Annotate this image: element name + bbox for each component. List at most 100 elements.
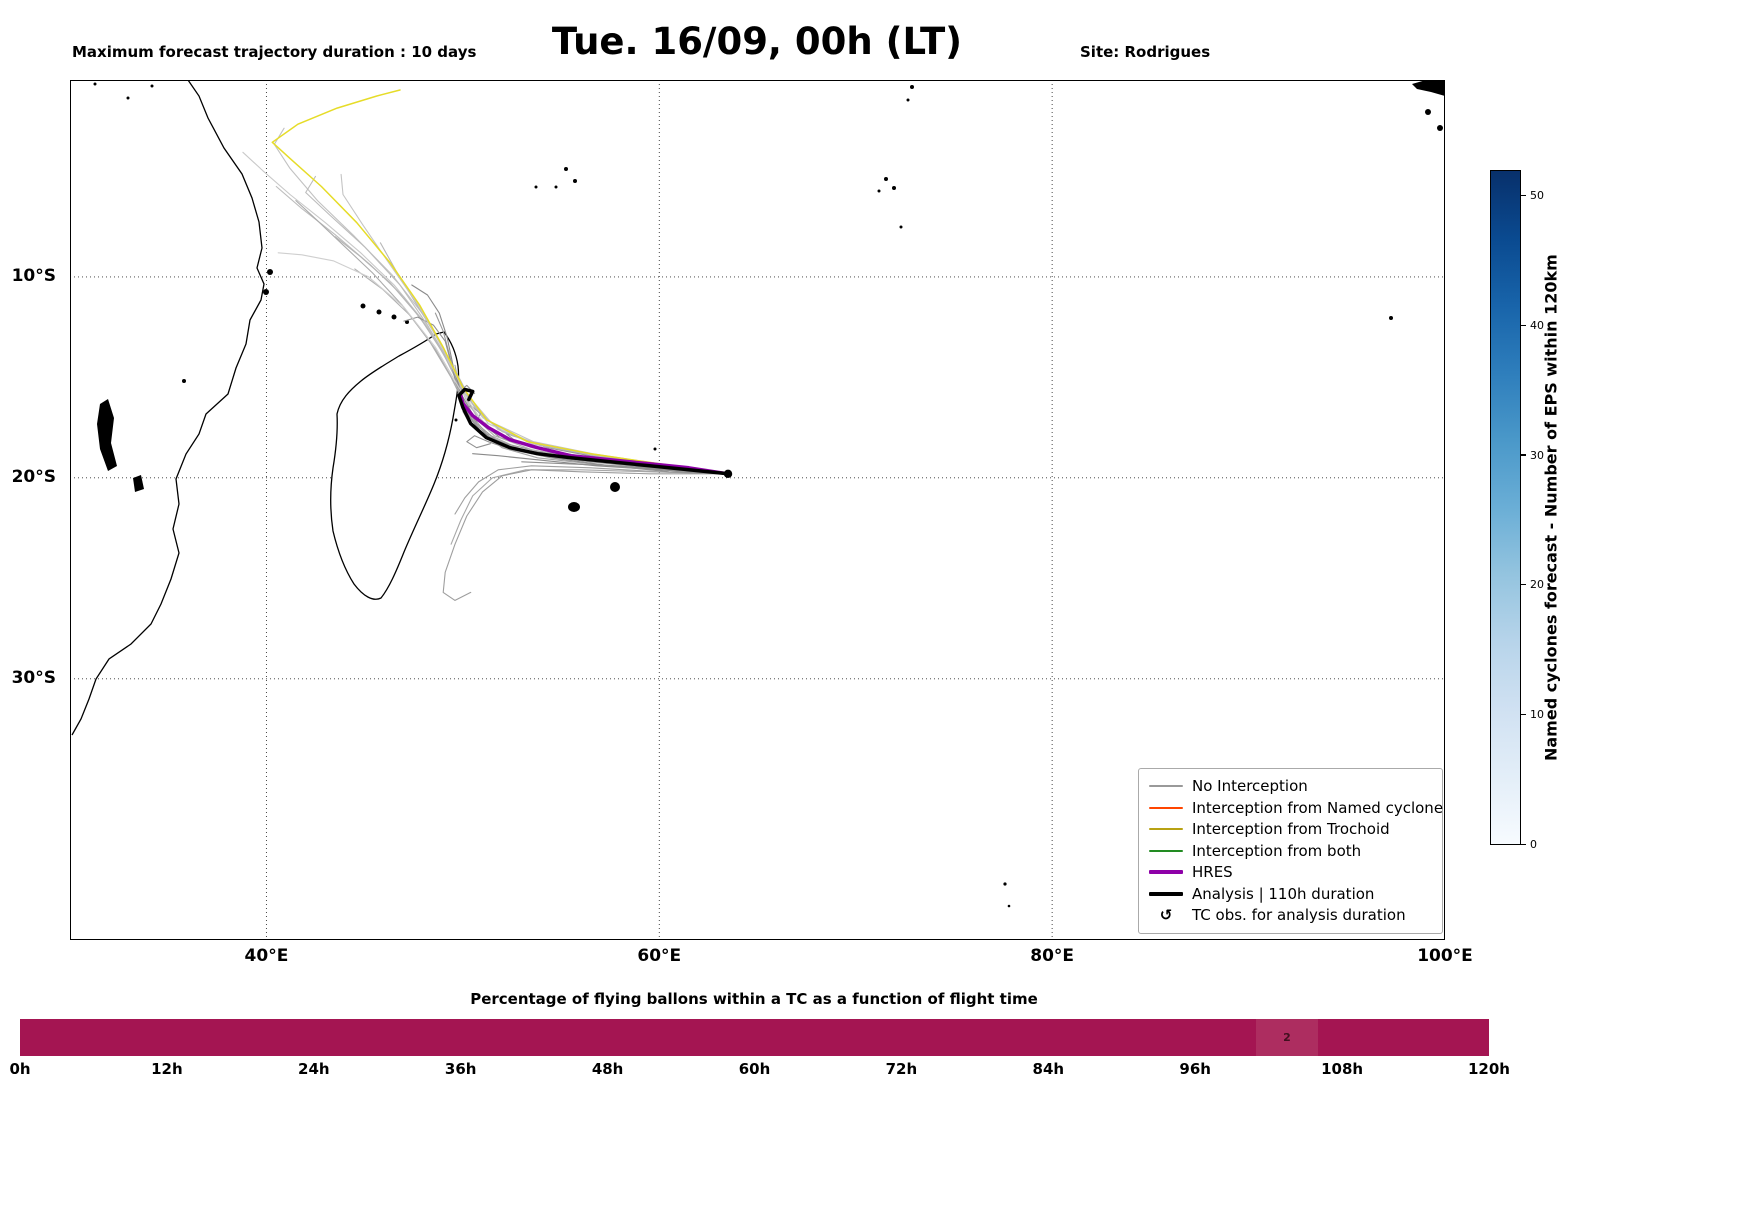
flight-tick-label: 36h [444,1060,477,1078]
coast-islet [93,82,97,86]
x-tick-label: 60°E [637,946,682,966]
legend-items: No Interception Interception from Named c… [1147,776,1443,927]
flight-tick-label: 84h [1032,1060,1065,1078]
y-tick-label: 10°S [11,265,56,286]
legend-item: Interception from both [1147,840,1434,862]
legend-label: TC obs. for analysis duration [1192,906,1406,925]
flight-time-axis: 0h 12h 24h 36h 48h 60h 72h 84h 96h 108h 120h [9,1060,1510,1082]
legend-line [1149,806,1183,809]
grid-layer [70,80,1445,940]
trajectory-no-interception [434,312,729,475]
lake-malawi [97,399,117,471]
maldives-islet [910,85,914,89]
info-line: Maximum forecast trajectory duration : 1… [72,43,477,61]
tc-start-marker [723,469,733,479]
sainte-marie-islet [454,418,458,422]
flight-tick-label: 120h [1468,1060,1510,1078]
coast-islet [150,84,154,88]
seychelles-islet [554,185,558,189]
legend-item: No Interception [1147,776,1434,798]
legend-line-sample [1147,870,1185,875]
figure-title: Tue. 16/09, 00h (LT) [551,20,963,63]
chagos-islet [892,186,896,190]
chagos-islet [899,225,903,229]
comoros-island [376,309,382,315]
colorbar-tick-label: 0 [1530,838,1537,851]
sumatra-islet [1437,125,1443,131]
amsterdam-islet [1003,882,1007,886]
flight-tick-label: 12h [151,1060,183,1078]
colorbar-tick [1521,714,1526,716]
colorbar-label: Named cyclones forecast - Number of EPS … [1541,254,1561,761]
legend-line-sample [1147,828,1185,831]
y-tick-label: 20°S [11,466,56,487]
chagos-islet [884,177,888,181]
colorbar-tick [1521,584,1526,586]
trajectory-no-interception [442,469,729,601]
info-line: Site: Rodrigues [1080,43,1211,61]
legend-label: Analysis | 110h duration [1192,884,1375,903]
trajectory-hres [459,393,730,476]
flight-tick-label: 0h [9,1060,31,1078]
chagos-islet [877,189,881,193]
mauritius-island [610,482,620,492]
colorbar-tick-label: 20 [1530,578,1544,592]
seychelles-islet [564,167,568,171]
flight-bar-value: 2 [1283,1031,1291,1044]
maldives-islet [906,98,910,102]
colorbar-tick-label: 40 [1530,318,1544,332]
legend-item: ↺ TC obs. for analysis duration [1147,905,1434,927]
legend-line [1149,891,1183,896]
st-paul-islet [1007,904,1011,908]
legend-line [1149,870,1183,875]
legend-line-sample [1147,849,1185,852]
sumatra-islet [1425,109,1431,115]
longitude-axis: 40°E 60°E 80°E 100°E [70,946,1473,972]
lake [133,475,144,492]
x-tick-label: 80°E [1030,946,1075,966]
sumatra-islands [1412,80,1445,96]
comoros-island [391,314,397,320]
cocos-islet [1389,316,1393,320]
seychelles-islet [573,179,577,183]
legend-item: Analysis | 110h duration [1147,883,1434,905]
coast-islet [126,96,130,100]
reunion-island [568,502,580,512]
flight-bar: 2 [20,1019,1489,1056]
zanzibar-island [263,289,269,295]
colorbar-tick-label: 10 [1530,708,1544,722]
legend-line-sample [1147,785,1185,788]
flight-tick-label: 108h [1321,1060,1364,1078]
marker-layer [723,469,733,479]
colorbar-tick [1521,194,1526,196]
trajectory-analysis [457,387,730,476]
legend-label: No Interception [1192,777,1308,796]
legend-line-sample [1147,806,1185,809]
flight-bar-highlight: 2 [1256,1019,1318,1056]
comoros-island [360,303,366,309]
x-tick-label: 40°E [244,946,289,966]
seychelles-islet [534,185,538,189]
africa-coastline [71,80,265,736]
lake [182,379,186,383]
flight-chart-title: Percentage of flying ballons within a TC… [470,990,1038,1008]
flight-tick-label: 96h [1179,1060,1211,1078]
legend-item: Interception from Trochoid [1147,819,1434,841]
legend-label: Interception from Trochoid [1192,820,1390,839]
legend-line-sample [1147,891,1185,896]
trajectory-no-interception [450,469,729,545]
tc-obs-icon: ↺ [1159,906,1173,925]
legend-label: Interception from both [1192,841,1362,860]
trajectory-no-interception [466,435,729,475]
pemba-island [267,269,273,275]
flight-tick-label: 48h [591,1060,624,1078]
colorbar-tick [1521,843,1526,845]
legend-line [1149,828,1183,831]
trajectory-interception-from-trochoid [271,89,729,475]
colorbar-tick-label: 50 [1530,188,1544,202]
legend-line [1149,849,1183,852]
latitude-axis: 10°S 20°S 30°S [0,80,62,940]
coastlines [71,80,1445,908]
flight-tick-label: 60h [738,1060,771,1078]
